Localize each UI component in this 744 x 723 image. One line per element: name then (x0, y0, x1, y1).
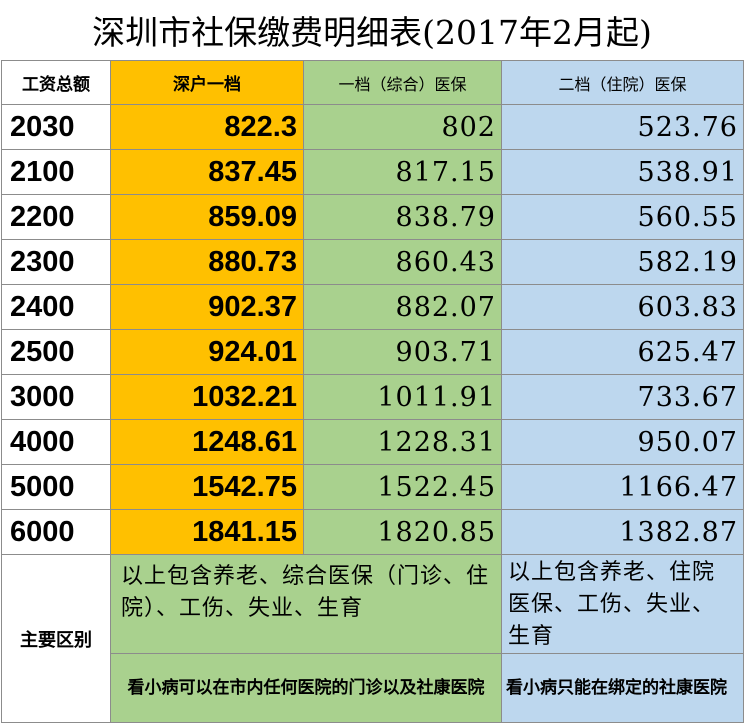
col2-cell: 1820.85 (303, 509, 502, 555)
table-row: 3000 1032.21 1011.91 733.67 (1, 374, 744, 420)
col1-cell: 902.37 (110, 284, 304, 330)
col3-cell: 582.19 (501, 239, 744, 285)
page-title: 深圳市社保缴费明细表(2017年2月起) (92, 13, 652, 52)
col2-cell: 860.43 (303, 239, 502, 285)
header-col2: 一档（综合）医保 (303, 60, 502, 105)
salary-cell: 5000 (1, 464, 111, 510)
col3-cell: 523.76 (501, 104, 744, 150)
salary-cell: 2500 (1, 329, 111, 375)
col2-cell: 817.15 (303, 149, 502, 195)
salary-cell: 2100 (1, 149, 111, 195)
table-row: 2300 880.73 860.43 582.19 (1, 239, 744, 285)
col1-cell: 1032.21 (110, 374, 304, 420)
salary-cell: 6000 (1, 509, 111, 555)
table-row: 2100 837.45 817.15 538.91 (1, 149, 744, 195)
col2-cell: 802 (303, 104, 502, 150)
col3-cell: 1382.87 (501, 509, 744, 555)
table-row: 6000 1841.15 1820.85 1382.87 (1, 509, 744, 555)
col2-cell: 882.07 (303, 284, 502, 330)
col2-cell: 903.71 (303, 329, 502, 375)
col3-cell: 733.67 (501, 374, 744, 420)
header-row: 工资总额 深户一档 一档（综合）医保 二档（住院）医保 (1, 60, 744, 105)
salary-cell: 2030 (1, 104, 111, 150)
col1-cell: 859.09 (110, 194, 304, 240)
table-row: 2200 859.09 838.79 560.55 (1, 194, 744, 240)
col1-cell: 1841.15 (110, 509, 304, 555)
col3-cell: 538.91 (501, 149, 744, 195)
table-row: 2030 822.3 802 523.76 (1, 104, 744, 150)
col2-cell: 838.79 (303, 194, 502, 240)
salary-cell: 3000 (1, 374, 111, 420)
header-salary: 工资总额 (1, 60, 111, 105)
salary-cell: 4000 (1, 419, 111, 465)
note-col3: 看小病只能在绑定的社康医院 (501, 653, 744, 723)
note-row: 看小病可以在市内任何医院的门诊以及社康医院 看小病只能在绑定的社康医院 (2, 653, 744, 723)
col2-cell: 1011.91 (303, 374, 502, 420)
col3-cell: 950.07 (501, 419, 744, 465)
col1-cell: 837.45 (110, 149, 304, 195)
difference-col3: 以上包含养老、住院医保、工伤、失业、生育 (501, 554, 744, 654)
table-row: 4000 1248.61 1228.31 950.07 (1, 419, 744, 465)
table-row: 5000 1542.75 1522.45 1166.47 (1, 464, 744, 510)
note-col12: 看小病可以在市内任何医院的门诊以及社康医院 (110, 653, 502, 723)
col1-cell: 1248.61 (110, 419, 304, 465)
header-col3: 二档（住院）医保 (501, 60, 744, 105)
salary-cell: 2200 (1, 194, 111, 240)
col3-cell: 625.47 (501, 329, 744, 375)
col2-cell: 1228.31 (303, 419, 502, 465)
col2-cell: 1522.45 (303, 464, 502, 510)
difference-label: 主要区别 (1, 554, 111, 723)
col3-cell: 603.83 (501, 284, 744, 330)
salary-cell: 2400 (1, 284, 111, 330)
col3-cell: 560.55 (501, 194, 744, 240)
header-col1: 深户一档 (110, 60, 304, 105)
col3-cell: 1166.47 (501, 464, 744, 510)
col1-cell: 1542.75 (110, 464, 304, 510)
difference-col12: 以上包含养老、综合医保（门诊、住院）、工伤、失业、生育 (110, 554, 502, 654)
table-row: 2500 924.01 903.71 625.47 (1, 329, 744, 375)
social-security-table: 工资总额 深户一档 一档（综合）医保 二档（住院）医保 2030 822.3 8… (1, 60, 744, 723)
col1-cell: 880.73 (110, 239, 304, 285)
col1-cell: 924.01 (110, 329, 304, 375)
difference-row: 主要区别 以上包含养老、综合医保（门诊、住院）、工伤、失业、生育 以上包含养老、… (1, 554, 744, 723)
salary-cell: 2300 (1, 239, 111, 285)
col1-cell: 822.3 (110, 104, 304, 150)
table-row: 2400 902.37 882.07 603.83 (1, 284, 744, 330)
